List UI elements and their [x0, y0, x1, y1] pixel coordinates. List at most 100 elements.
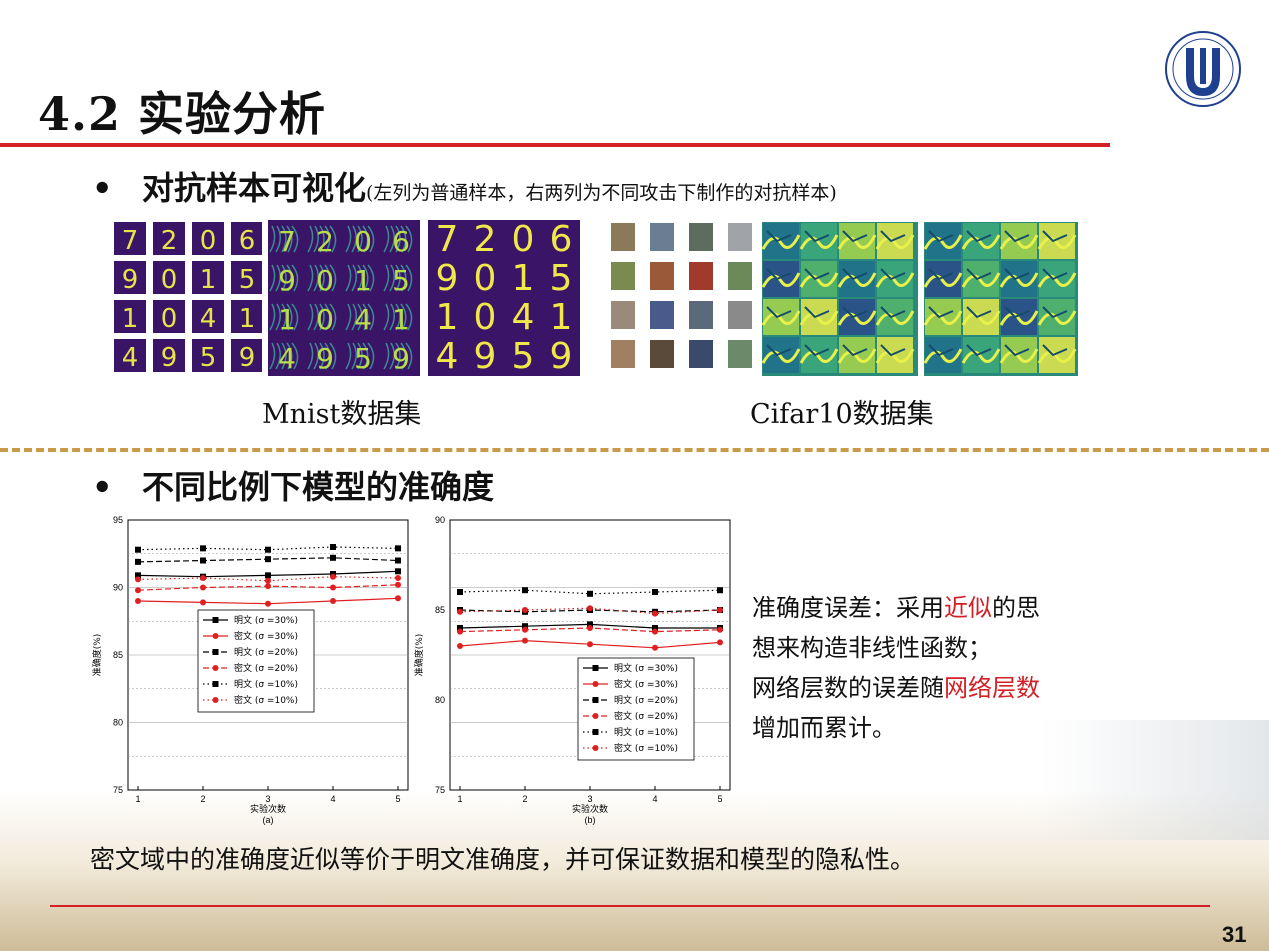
noise-stroke [405, 303, 413, 331]
data-point [522, 607, 528, 613]
cifar-thumbnail [650, 223, 674, 251]
noise-stroke [383, 225, 390, 253]
texture-stroke [875, 348, 915, 364]
adversarial-digit: 7 [436, 220, 459, 260]
series-line [137, 546, 399, 551]
adversarial-digit: 0 [474, 258, 497, 299]
noise-stroke [307, 303, 314, 331]
noise-stroke [275, 303, 281, 331]
data-point [330, 584, 336, 591]
noise-stroke [286, 303, 293, 331]
noise-stroke [319, 342, 325, 370]
data-point [265, 546, 271, 553]
data-point [200, 545, 206, 552]
adversarial-digit: 9 [278, 264, 296, 297]
series-line [137, 576, 399, 582]
legend-label: 明文 (σ =10%) [614, 726, 678, 738]
noise-stroke [362, 303, 369, 331]
legend-marker [592, 745, 599, 751]
texture-stroke [842, 268, 868, 281]
noise-stroke [351, 342, 357, 370]
legend-marker [592, 729, 599, 735]
data-point [135, 546, 141, 553]
noise-stroke [281, 264, 287, 292]
noise-stroke [351, 264, 357, 292]
data-point [717, 639, 723, 646]
texture-stroke [1004, 230, 1030, 243]
texture-stroke [1004, 306, 1030, 319]
noise-stroke [389, 303, 395, 331]
adversarial-digit: 4 [436, 336, 459, 376]
noise-stroke [362, 225, 369, 253]
noise-stroke [362, 342, 369, 370]
cifar-adversarial-panel-2 [923, 222, 1078, 376]
legend-label: 明文 (σ =30%) [234, 614, 298, 626]
texture-stroke [961, 348, 1001, 364]
x-axis-label: 实验次数 [250, 803, 286, 815]
legend-marker [592, 713, 599, 719]
x-tick-label: 3 [587, 794, 592, 804]
noise-stroke [329, 264, 337, 292]
data-point [330, 554, 336, 561]
noise-stroke [345, 225, 352, 253]
noise-stroke [357, 303, 363, 331]
texture-stroke [1004, 344, 1030, 357]
texture-stroke [966, 230, 992, 243]
noise-stroke [362, 264, 369, 292]
legend-marker [212, 665, 219, 671]
adversarial-digit: 1 [550, 297, 573, 338]
data-point [587, 621, 593, 628]
cifar-thumbnail [611, 340, 635, 368]
noise-stroke [307, 225, 314, 253]
noise-stroke [319, 225, 325, 253]
adversarial-digit: 4 [354, 303, 372, 336]
x-tick-label: 5 [717, 794, 722, 804]
mnist-tile [153, 300, 185, 333]
data-point [457, 643, 463, 649]
legend-label: 明文 (σ =20%) [614, 694, 678, 706]
noise-stroke [405, 342, 413, 370]
data-point [457, 589, 463, 595]
texture-stroke [880, 344, 906, 357]
legend-label: 密文 (σ =30%) [614, 678, 678, 690]
data-point [717, 587, 723, 594]
data-point [395, 557, 401, 564]
y-tick-label: 80 [113, 718, 123, 728]
legend-marker [212, 633, 219, 639]
mnist-digit: 4 [122, 343, 139, 373]
footer-line [50, 905, 1210, 907]
noise-stroke [286, 225, 293, 253]
texture-stroke [880, 230, 906, 243]
mnist-tile [114, 300, 146, 333]
mnist-digit: 1 [239, 304, 256, 334]
texture-stroke [766, 344, 792, 357]
data-point [717, 607, 723, 613]
texture-stroke [837, 348, 877, 364]
adversarial-digit: 5 [512, 336, 535, 376]
data-point [395, 545, 401, 552]
texture-stroke [761, 310, 801, 326]
data-point [265, 556, 271, 563]
noise-stroke [291, 225, 299, 253]
data-point [330, 544, 336, 550]
texture-stroke [966, 306, 992, 319]
cifar-thumbnail [611, 301, 635, 329]
data-point [522, 626, 528, 633]
texture-stroke [837, 234, 877, 250]
legend-box [197, 609, 315, 713]
y-tick-label: 80 [435, 695, 445, 705]
page-title: 4.2 实验分析 [38, 87, 327, 141]
noise-stroke [405, 264, 413, 292]
mnist-digit: 7 [122, 226, 139, 256]
noise-stroke [291, 303, 299, 331]
y-tick-label: 75 [113, 785, 123, 795]
legend-marker [212, 617, 219, 623]
adversarial-digit: 1 [512, 258, 535, 299]
section-heading: 对抗样本可视化 [142, 169, 367, 207]
texture-stroke [1042, 344, 1068, 357]
cifar-thumbnail [650, 301, 674, 329]
noise-stroke [313, 225, 319, 253]
mnist-digit: 0 [200, 226, 217, 256]
